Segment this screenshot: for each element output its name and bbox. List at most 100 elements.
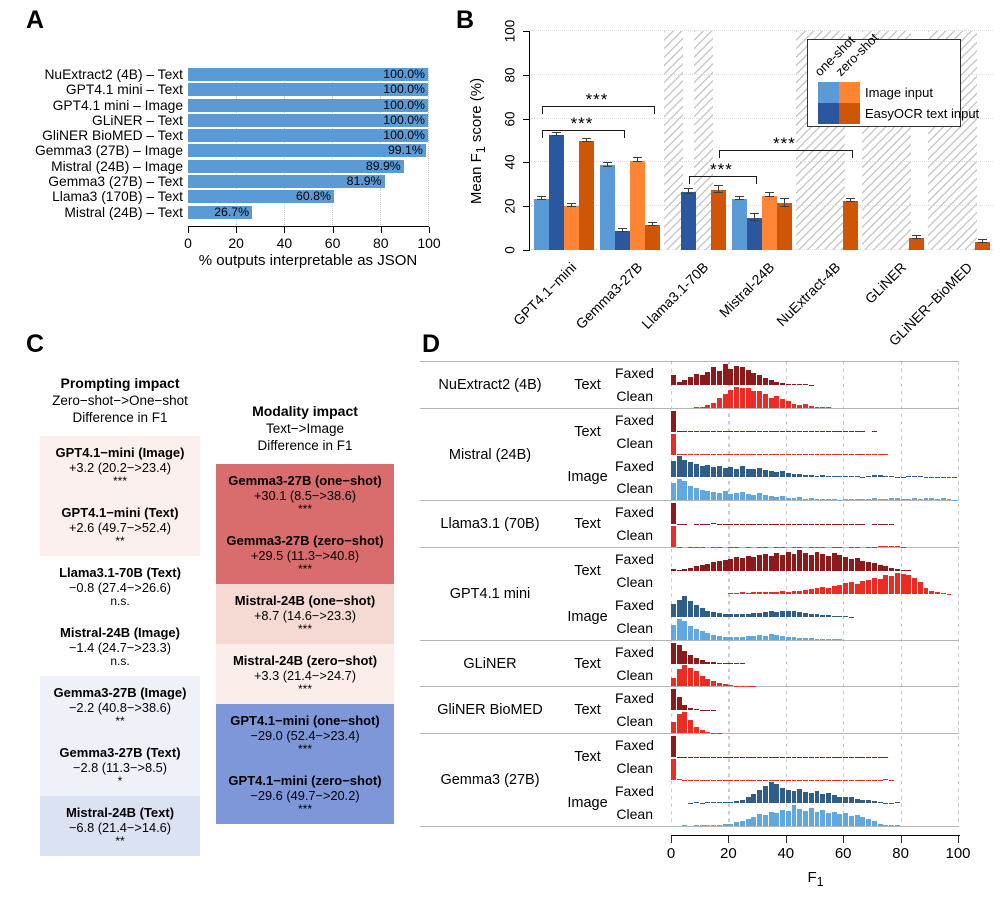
impact-item: Gemma3-27B (Text) −2.8 (11.3−>8.5) *	[40, 736, 200, 796]
d-histogram-bar	[716, 398, 722, 408]
d-histogram-bar	[711, 612, 717, 617]
d-histogram-strip	[671, 477, 958, 501]
d-histogram-bar	[728, 592, 734, 594]
d-histogram-bar	[900, 546, 906, 548]
impact-item: Llama3.1-70B (Text) −0.8 (27.4−>26.6) n.s.	[40, 556, 200, 616]
d-histogram-bar	[768, 811, 774, 826]
d-histogram-bar	[676, 645, 682, 664]
d-histogram-row: Faxed	[615, 455, 958, 478]
d-histogram-bar	[883, 575, 889, 594]
d-histogram-bar	[848, 558, 854, 572]
d-model-blocks: Text Faxed Clean	[560, 687, 958, 734]
d-histogram-bar	[825, 499, 831, 501]
panel-b-label: B	[456, 6, 475, 34]
d-histogram-bar	[820, 587, 826, 594]
d-histogram-bar	[676, 713, 682, 734]
a-axis-tick	[284, 227, 286, 233]
d-histogram-bar	[780, 383, 785, 385]
a-bar-track: 100.0%	[188, 83, 428, 97]
d-histogram-row: Faxed	[615, 501, 958, 525]
d-histogram-bar	[682, 569, 688, 572]
d-histogram-bar	[825, 793, 831, 803]
d-histogram-bar	[843, 453, 849, 455]
d-histogram-bar	[751, 794, 757, 803]
d-histogram-row: Clean	[615, 757, 958, 781]
d-model-group: GLiNER Text Faxed Clean	[420, 639, 959, 687]
d-histogram-bar	[739, 799, 745, 803]
d-axis-tick	[671, 836, 672, 843]
a-axis-tick-label: 0	[184, 235, 192, 251]
d-histogram-bar	[820, 475, 826, 478]
d-condition-rows: Faxed Clean	[615, 641, 958, 687]
d-histogram-bar	[837, 453, 843, 455]
impact-item-name: GPT4.1−mini (zero−shot)	[228, 773, 382, 788]
d-histogram-bar	[894, 497, 900, 501]
panel-a-json-bar-chart: NuExtract2 (4B) – Text 100.0% GPT4.1 mini …	[0, 0, 450, 300]
d-histogram-row: Faxed	[615, 687, 958, 711]
prompting-impact-title: Prompting impact	[60, 375, 180, 391]
d-gridline	[728, 361, 730, 827]
d-histogram-bar	[734, 613, 740, 617]
d-histogram-bar	[751, 817, 757, 826]
d-histogram-bar	[728, 801, 734, 803]
a-bar: 26.7%	[188, 205, 253, 219]
d-modality-label: Image	[567, 794, 608, 811]
d-histogram-bar	[877, 802, 883, 803]
d-x-axis-title: F1	[807, 869, 824, 889]
d-histogram-bar	[854, 558, 860, 572]
d-histogram-bar	[791, 474, 797, 478]
impact-item: GPT4.1−mini (zero−shot) −29.6 (49.7−>20.2…	[216, 764, 394, 824]
d-histogram-strip	[671, 548, 958, 572]
d-histogram-bar	[762, 612, 768, 617]
d-condition-rows: Faxed Clean	[615, 548, 958, 594]
d-histogram-bar	[711, 491, 717, 501]
d-histogram-row: Clean	[615, 524, 958, 548]
d-model-label: NuExtract2 (4B)	[438, 376, 542, 393]
d-histogram-bar	[705, 756, 711, 758]
d-histogram-bar	[791, 804, 797, 826]
d-condition-label: Faxed	[615, 504, 654, 521]
a-bar-row: GLiNER – Text 100.0%	[0, 113, 428, 127]
d-histogram-bar	[889, 576, 895, 594]
d-histogram-bar	[745, 613, 751, 617]
d-axis-tick	[785, 836, 787, 843]
a-bar: 81.9%	[188, 175, 385, 189]
d-histogram-bar	[877, 564, 883, 572]
d-histogram-bar	[757, 612, 763, 617]
d-histogram-bar	[728, 614, 734, 617]
d-histogram-bar	[734, 492, 740, 501]
d-histogram-bar	[820, 794, 826, 803]
d-histogram-bar	[843, 812, 849, 826]
impact-item: GPT4.1−mini (one−shot) −29.0 (52.4−>23.4)…	[216, 704, 394, 764]
d-histogram-bar	[711, 402, 717, 408]
d-condition-label: Clean	[616, 480, 653, 497]
d-histogram-bar	[785, 789, 791, 803]
d-histogram-bar	[791, 384, 797, 385]
d-histogram-bar	[728, 558, 734, 572]
b-category-label: Llama3.1-70B	[638, 259, 712, 332]
a-bar-track: 81.9%	[188, 175, 428, 189]
d-histogram-bar	[923, 497, 929, 501]
d-histogram-bar	[780, 471, 785, 478]
d-histogram-bar	[883, 824, 889, 826]
b-category-label: GPT4.1−mini	[509, 259, 580, 329]
b-y-tick	[522, 206, 530, 208]
d-condition-label: Clean	[616, 713, 653, 730]
d-model-blocks: Text Faxed Clean	[560, 362, 958, 408]
d-condition-label: Clean	[616, 619, 653, 636]
d-modality-label: Text	[574, 655, 601, 672]
d-histogram-bar	[935, 498, 940, 501]
d-histogram-bar	[929, 498, 935, 501]
d-histogram-bar	[757, 374, 763, 385]
d-histogram-bar	[780, 554, 785, 572]
d-histogram-bar	[917, 498, 923, 501]
d-histogram-bar	[831, 552, 837, 572]
a-bar-row: GliNER BioMED – Text 100.0%	[0, 129, 428, 143]
d-model-group: GliNER BioMED Text Faxed Clean	[420, 686, 959, 734]
b-significance-bracket	[718, 150, 853, 159]
d-model-blocks: Text Faxed Clean Image Faxed Clean	[560, 548, 958, 640]
d-histogram-row: Faxed	[615, 780, 958, 803]
b-y-tick-label: 60	[502, 111, 518, 127]
d-gridline	[843, 361, 845, 827]
d-histogram-bar	[757, 492, 763, 501]
